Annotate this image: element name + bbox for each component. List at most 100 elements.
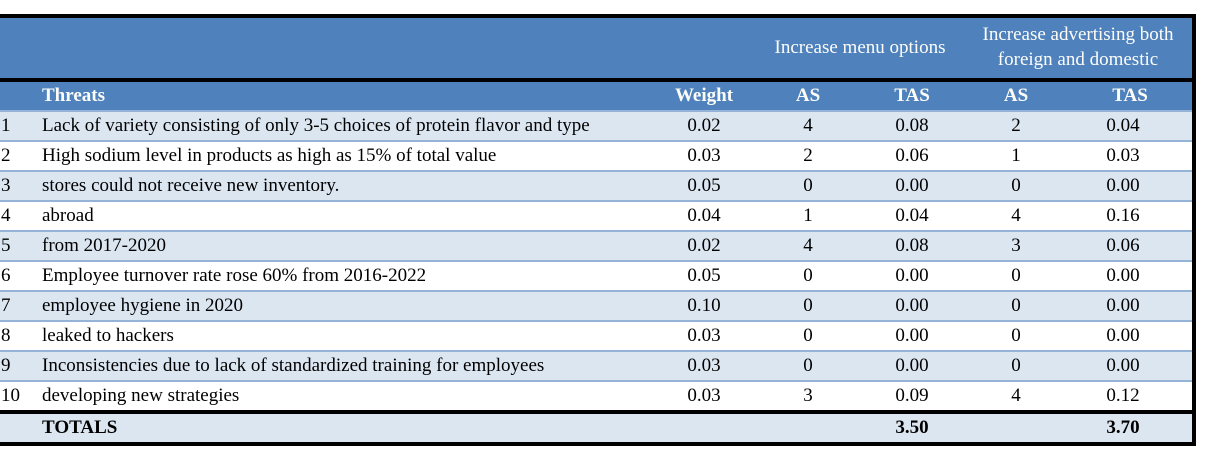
- table-row: 5 from 2017-2020 0.02 4 0.08 3 0.06: [0, 230, 1192, 260]
- strategy-header-spacer: [0, 18, 756, 78]
- as2-cell: 0: [1011, 295, 1021, 316]
- table-row: 9 Inconsistencies due to lack of standar…: [0, 350, 1192, 380]
- table-row: 4 abroad 0.04 1 0.04 4 0.16: [0, 200, 1192, 230]
- totals-weight-spacer: [652, 414, 756, 442]
- weight-cell: 0.02: [687, 115, 721, 136]
- weight-cell: 0.03: [687, 325, 721, 346]
- table-row: 2 High sodium level in products as high …: [0, 140, 1192, 170]
- tas1-cell: 0.06: [895, 145, 929, 166]
- as2-cell: 1: [1011, 145, 1021, 166]
- tas2-cell: 0.00: [1106, 265, 1140, 286]
- column-header-threats: Threats: [42, 85, 105, 106]
- tas1-cell: 0.08: [895, 235, 929, 256]
- weight-cell: 0.10: [687, 295, 721, 316]
- row-number: 8: [1, 325, 11, 346]
- threat-cell: stores could not receive new inventory.: [42, 175, 340, 196]
- divider-line: [0, 410, 1192, 414]
- tas1-cell: 0.04: [895, 205, 929, 226]
- as2-cell: 3: [1011, 235, 1021, 256]
- tas2-cell: 0.03: [1106, 145, 1140, 166]
- tas1-cell: 0.00: [895, 175, 929, 196]
- threat-cell: Employee turnover rate rose 60% from 201…: [42, 265, 427, 286]
- row-number: 6: [1, 265, 11, 286]
- as2-cell: 4: [1011, 205, 1021, 226]
- as1-cell: 2: [803, 145, 813, 166]
- as1-cell: 0: [803, 265, 813, 286]
- as2-cell: 2: [1011, 115, 1021, 136]
- as2-cell: 0: [1011, 265, 1021, 286]
- table-row: 3 stores could not receive new inventory…: [0, 170, 1192, 200]
- as2-cell: 0: [1011, 175, 1021, 196]
- weight-cell: 0.04: [687, 205, 721, 226]
- row-number: 9: [1, 355, 11, 376]
- threat-cell: abroad: [42, 205, 94, 226]
- as1-cell: 1: [803, 205, 813, 226]
- threat-cell: Inconsistencies due to lack of standardi…: [42, 355, 545, 376]
- threat-cell: from 2017-2020: [42, 235, 167, 256]
- as1-cell: 4: [803, 235, 813, 256]
- strategy-header-row: Increase menu options Increase advertisi…: [0, 18, 1192, 78]
- threat-cell: High sodium level in products as high as…: [42, 145, 497, 166]
- threat-cell: leaked to hackers: [42, 325, 174, 346]
- threat-cell: Lack of variety consisting of only 3-5 c…: [42, 115, 590, 136]
- qspm-table: Increase menu options Increase advertisi…: [0, 14, 1196, 446]
- tas1-cell: 0.09: [895, 385, 929, 406]
- tas1-cell: 0.00: [895, 325, 929, 346]
- tas1-cell: 0.08: [895, 115, 929, 136]
- threat-cell: employee hygiene in 2020: [42, 295, 244, 316]
- tas2-cell: 0.06: [1106, 235, 1140, 256]
- totals-tas2: 3.70: [1106, 417, 1140, 438]
- weight-cell: 0.02: [687, 235, 721, 256]
- column-header-tas2: TAS: [1112, 85, 1148, 106]
- column-header-num-spacer: [0, 82, 38, 110]
- column-header-as2: AS: [1003, 85, 1029, 106]
- as1-cell: 0: [803, 355, 813, 376]
- as2-cell: 0: [1011, 355, 1021, 376]
- totals-num-spacer: [0, 414, 38, 442]
- tas1-cell: 0.00: [895, 265, 929, 286]
- table-row: 1 Lack of variety consisting of only 3-5…: [0, 110, 1192, 140]
- weight-cell: 0.05: [687, 265, 721, 286]
- totals-label: TOTALS: [42, 417, 118, 438]
- totals-tas1: 3.50: [895, 417, 929, 438]
- totals-as2-spacer: [964, 414, 1068, 442]
- tas2-cell: 0.00: [1106, 355, 1140, 376]
- as1-cell: 0: [803, 295, 813, 316]
- column-header-as1: AS: [795, 85, 821, 106]
- row-number: 10: [1, 385, 20, 406]
- strategy-header-advertising: Increase advertising both foreign and do…: [982, 24, 1174, 70]
- tas2-cell: 0.00: [1106, 295, 1140, 316]
- row-number: 2: [1, 145, 11, 166]
- row-number: 3: [1, 175, 11, 196]
- column-header-row: Threats Weight AS TAS AS TAS: [0, 82, 1192, 110]
- weight-cell: 0.03: [687, 145, 721, 166]
- as2-cell: 0: [1011, 325, 1021, 346]
- table-row: 6 Employee turnover rate rose 60% from 2…: [0, 260, 1192, 290]
- row-number: 4: [1, 205, 11, 226]
- row-number: 5: [1, 235, 11, 256]
- column-header-weight: Weight: [674, 85, 734, 106]
- tas1-cell: 0.00: [895, 295, 929, 316]
- strategy-header-menu-options: Increase menu options: [774, 36, 946, 58]
- row-number: 7: [1, 295, 11, 316]
- totals-row: TOTALS 3.50 3.70: [0, 414, 1192, 442]
- tas2-cell: 0.12: [1106, 385, 1140, 406]
- row-number: 1: [1, 115, 11, 136]
- totals-as1-spacer: [756, 414, 860, 442]
- as2-cell: 4: [1011, 385, 1021, 406]
- weight-cell: 0.03: [687, 385, 721, 406]
- threat-cell: developing new strategies: [42, 385, 240, 406]
- as1-cell: 0: [803, 325, 813, 346]
- column-header-tas1: TAS: [894, 85, 930, 106]
- tas2-cell: 0.00: [1106, 175, 1140, 196]
- tas2-cell: 0.16: [1106, 205, 1140, 226]
- table-row: 10 developing new strategies 0.03 3 0.09…: [0, 380, 1192, 410]
- as1-cell: 4: [803, 115, 813, 136]
- as1-cell: 0: [803, 175, 813, 196]
- tas1-cell: 0.00: [895, 355, 929, 376]
- divider-line: [0, 78, 1192, 82]
- weight-cell: 0.05: [687, 175, 721, 196]
- weight-cell: 0.03: [687, 355, 721, 376]
- table-row: 8 leaked to hackers 0.03 0 0.00 0 0.00: [0, 320, 1192, 350]
- tas2-cell: 0.00: [1106, 325, 1140, 346]
